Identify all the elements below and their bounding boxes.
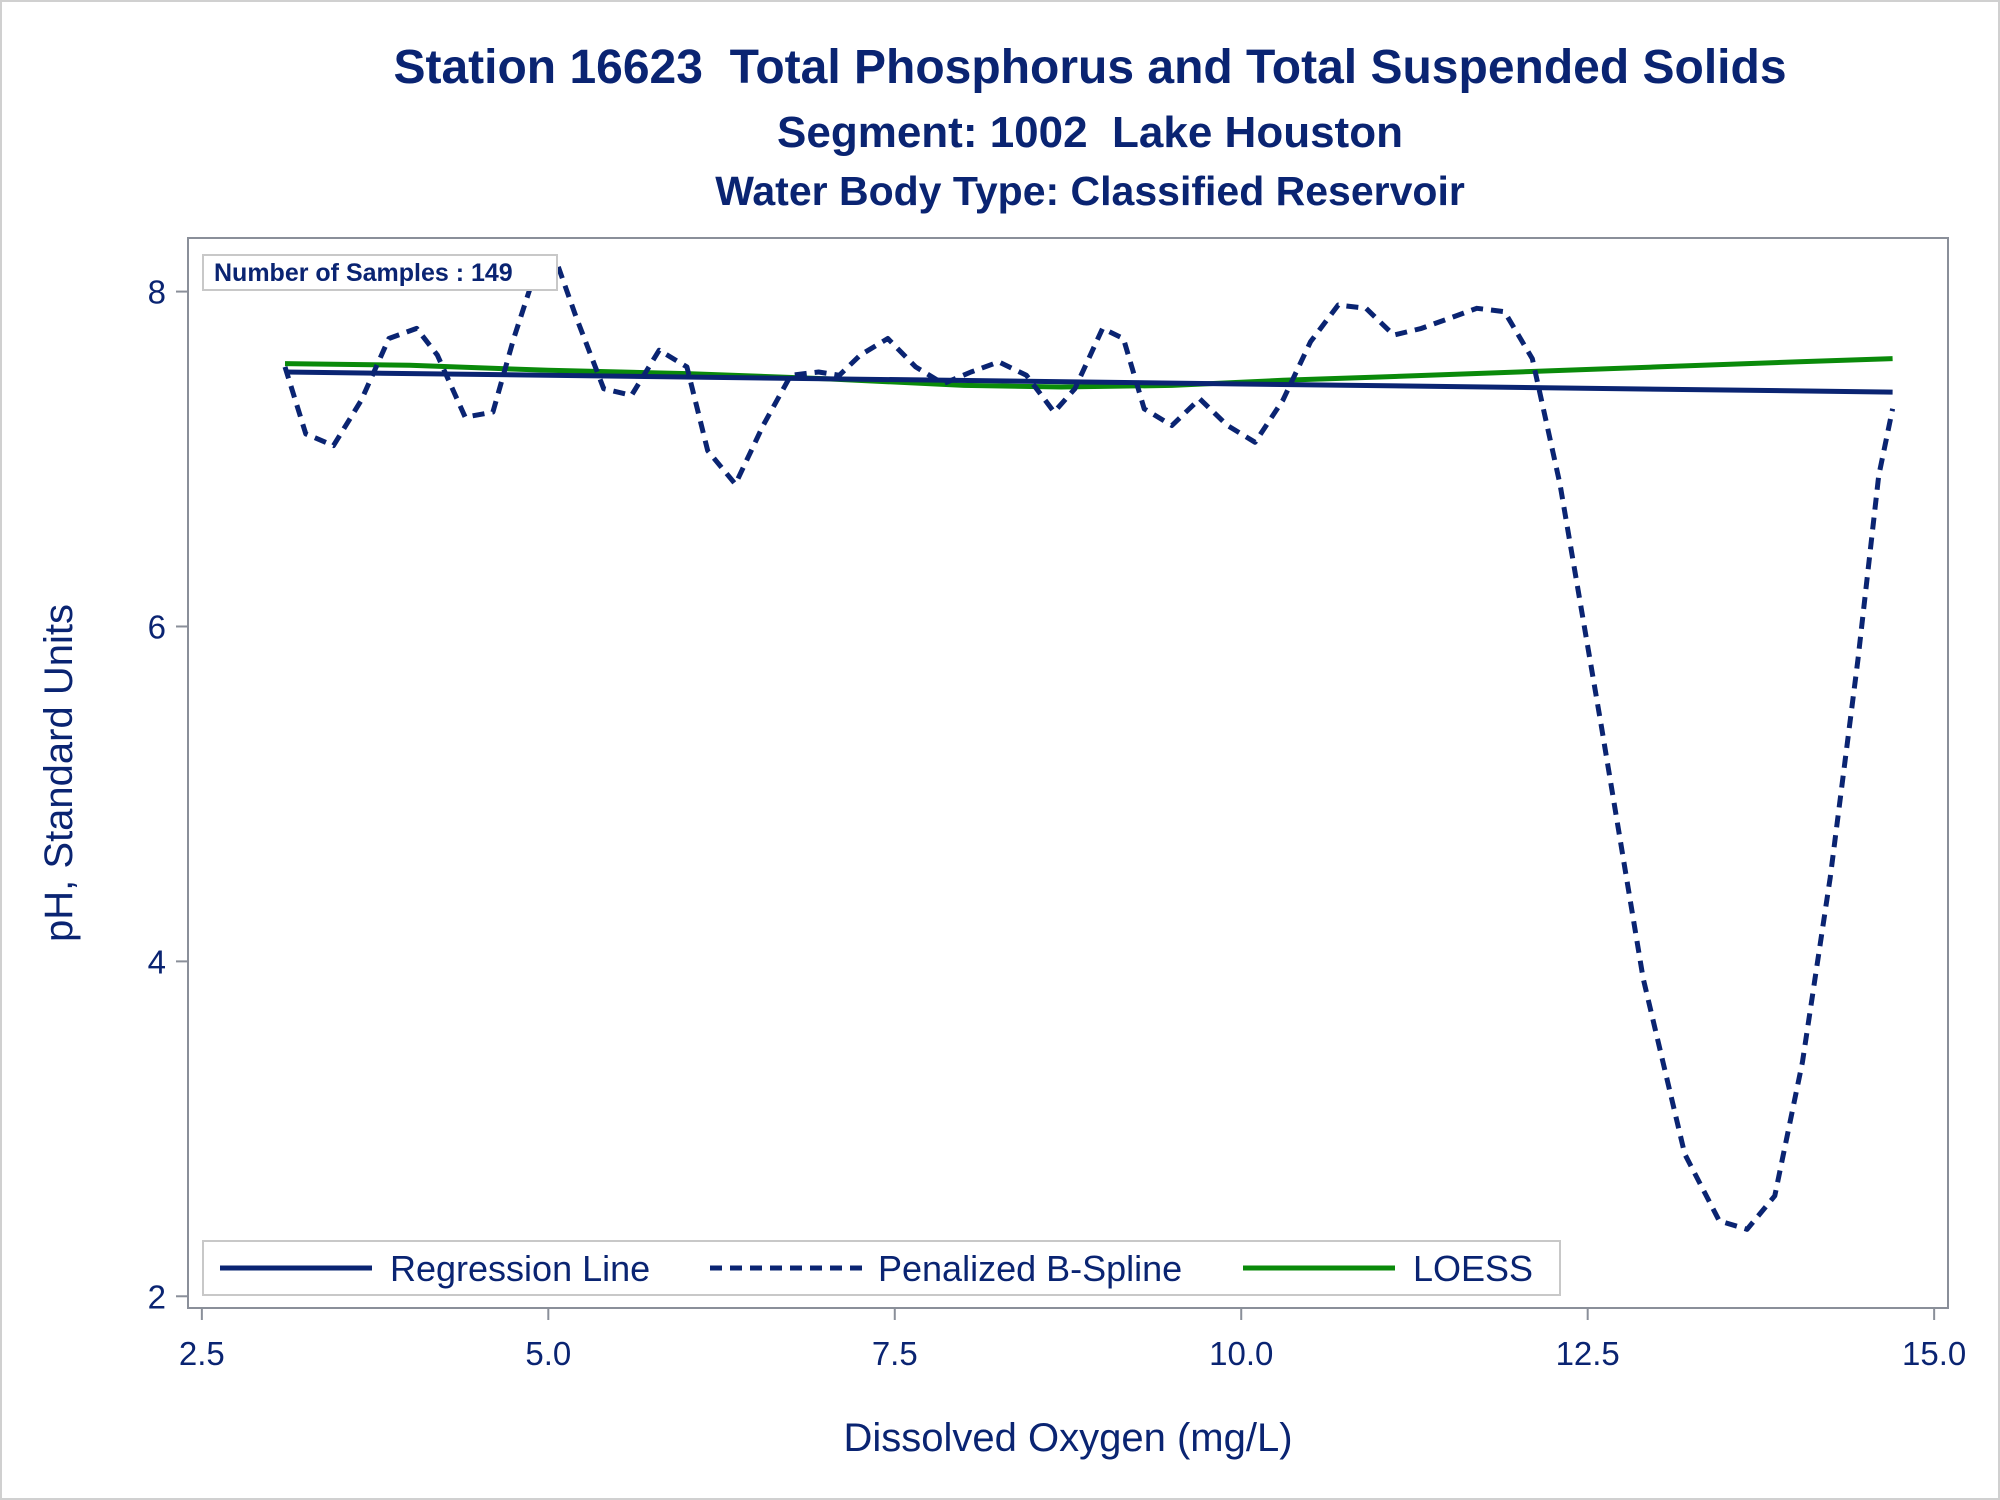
y-axis: 2 4 6 8 [148, 274, 188, 1315]
y-tick-label: 2 [148, 1278, 166, 1315]
sample-count-text: Number of Samples : 149 [214, 259, 513, 287]
legend-label: Regression Line [390, 1248, 650, 1289]
chart-title: Station 16623 Total Phosphorus and Total… [393, 41, 1787, 94]
x-tick-label: 2.5 [179, 1335, 225, 1372]
series-layer [282, 255, 1896, 1232]
x-tick-label: 7.5 [872, 1335, 918, 1372]
series-line-penalized-b-spline [282, 255, 1896, 1232]
chart-subtitle: Segment: 1002 Lake Houston [777, 108, 1403, 157]
x-axis: 2.5 5.0 7.5 10.0 12.5 15.0 [179, 1308, 1966, 1372]
sample-count-inset: Number of Samples : 149 [202, 254, 558, 291]
chart-subtitle-2: Water Body Type: Classified Reservoir [715, 168, 1465, 214]
legend-label: Penalized B-Spline [878, 1248, 1182, 1289]
x-tick-label: 15.0 [1902, 1335, 1966, 1372]
y-tick-label: 4 [148, 943, 166, 980]
x-tick-label: 12.5 [1556, 1335, 1620, 1372]
y-axis-label: pH, Standard Units [37, 604, 81, 942]
y-tick-label: 8 [148, 274, 166, 311]
x-tick-label: 10.0 [1209, 1335, 1273, 1372]
sample-count-box [202, 254, 558, 291]
legend-label: LOESS [1413, 1248, 1533, 1289]
legend: Regression Line Penalized B-Spline LOESS [202, 1240, 1561, 1296]
series-line-loess [284, 356, 1893, 390]
plot-area [187, 237, 1949, 1309]
x-axis-label: Dissolved Oxygen (mg/L) [843, 1416, 1292, 1460]
x-tick-label: 5.0 [525, 1335, 571, 1372]
series-line-regression-line [284, 369, 1893, 395]
y-tick-label: 6 [148, 608, 166, 645]
